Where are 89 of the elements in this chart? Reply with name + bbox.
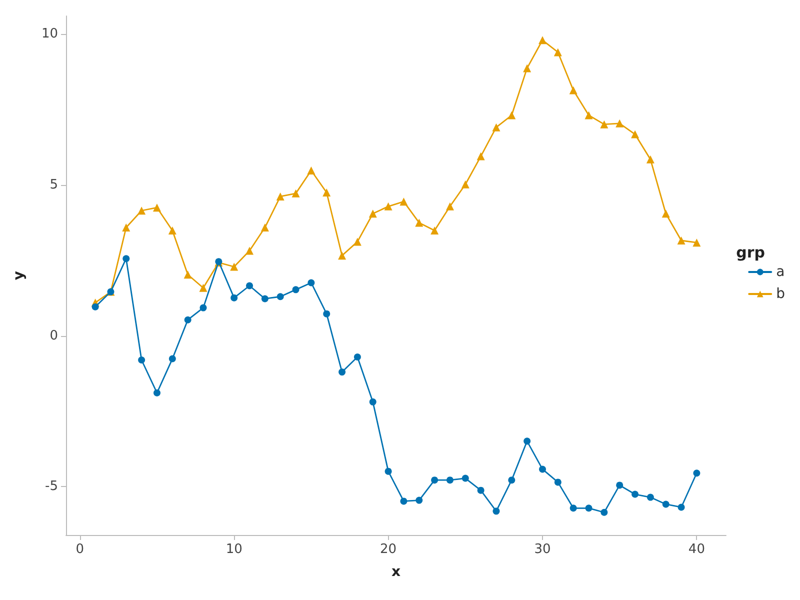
point [646,494,654,501]
point [184,316,192,324]
y-tick-label: 10 [41,26,58,42]
point [662,210,670,218]
point [492,508,500,515]
point [554,48,562,56]
point [246,282,254,290]
point [384,202,392,210]
point [678,504,685,511]
legend-label: a [776,264,785,280]
point [461,180,470,188]
x-tick-label: 40 [688,542,705,557]
point [354,353,361,360]
point [153,389,160,396]
point [446,476,454,484]
point [600,508,608,516]
point [184,270,192,279]
point [631,130,640,138]
point [260,224,269,232]
point [693,470,700,477]
point [570,504,577,512]
point [677,236,686,244]
x-axis-title: x [391,564,401,580]
point [322,188,331,197]
point [122,255,130,262]
point [616,119,624,128]
point [600,120,608,128]
y-tick-label: 0 [50,328,58,344]
point [569,86,578,94]
point [307,166,316,174]
x-tick-label: 0 [76,542,84,557]
point [508,111,516,120]
point [538,36,546,44]
point [292,189,300,198]
legend-title: grp [736,244,766,262]
legend-label: b [776,286,786,302]
point [554,478,562,486]
point [632,490,639,498]
point [430,226,439,235]
point [462,474,469,482]
point [246,246,254,255]
point [200,304,207,312]
point [446,202,454,210]
point [523,64,532,72]
point [662,500,670,508]
point [168,226,176,235]
y-tick-label: 5 [50,177,58,192]
point [524,438,531,445]
point [585,504,592,512]
point [122,224,130,232]
point [168,355,176,362]
point [415,218,424,227]
point [338,252,346,260]
x-tick-label: 10 [226,542,242,557]
point [199,284,208,292]
point [138,206,146,215]
point [323,310,330,318]
point [646,155,654,164]
point [308,279,315,286]
x-tick-label: 20 [380,542,397,557]
point [353,238,362,246]
point [292,286,300,294]
point [230,294,238,302]
point [338,368,346,376]
point [508,476,516,484]
point [431,476,438,484]
point [276,192,284,200]
point [92,303,99,310]
point [261,295,268,302]
point [539,466,546,473]
point [416,496,423,504]
point [400,198,408,206]
point [477,486,484,494]
point [152,204,161,212]
y-axis-title: y [11,270,27,280]
point [692,238,701,247]
x-tick-label: 30 [534,542,551,557]
point [584,111,593,120]
point [492,123,500,132]
point [476,152,485,160]
y-tick-label: -5 [45,479,58,494]
point [138,356,146,364]
point [616,482,624,489]
point [400,498,408,505]
point [230,262,238,271]
point [369,398,376,406]
point [384,468,392,475]
point [276,293,284,300]
point [368,210,377,218]
